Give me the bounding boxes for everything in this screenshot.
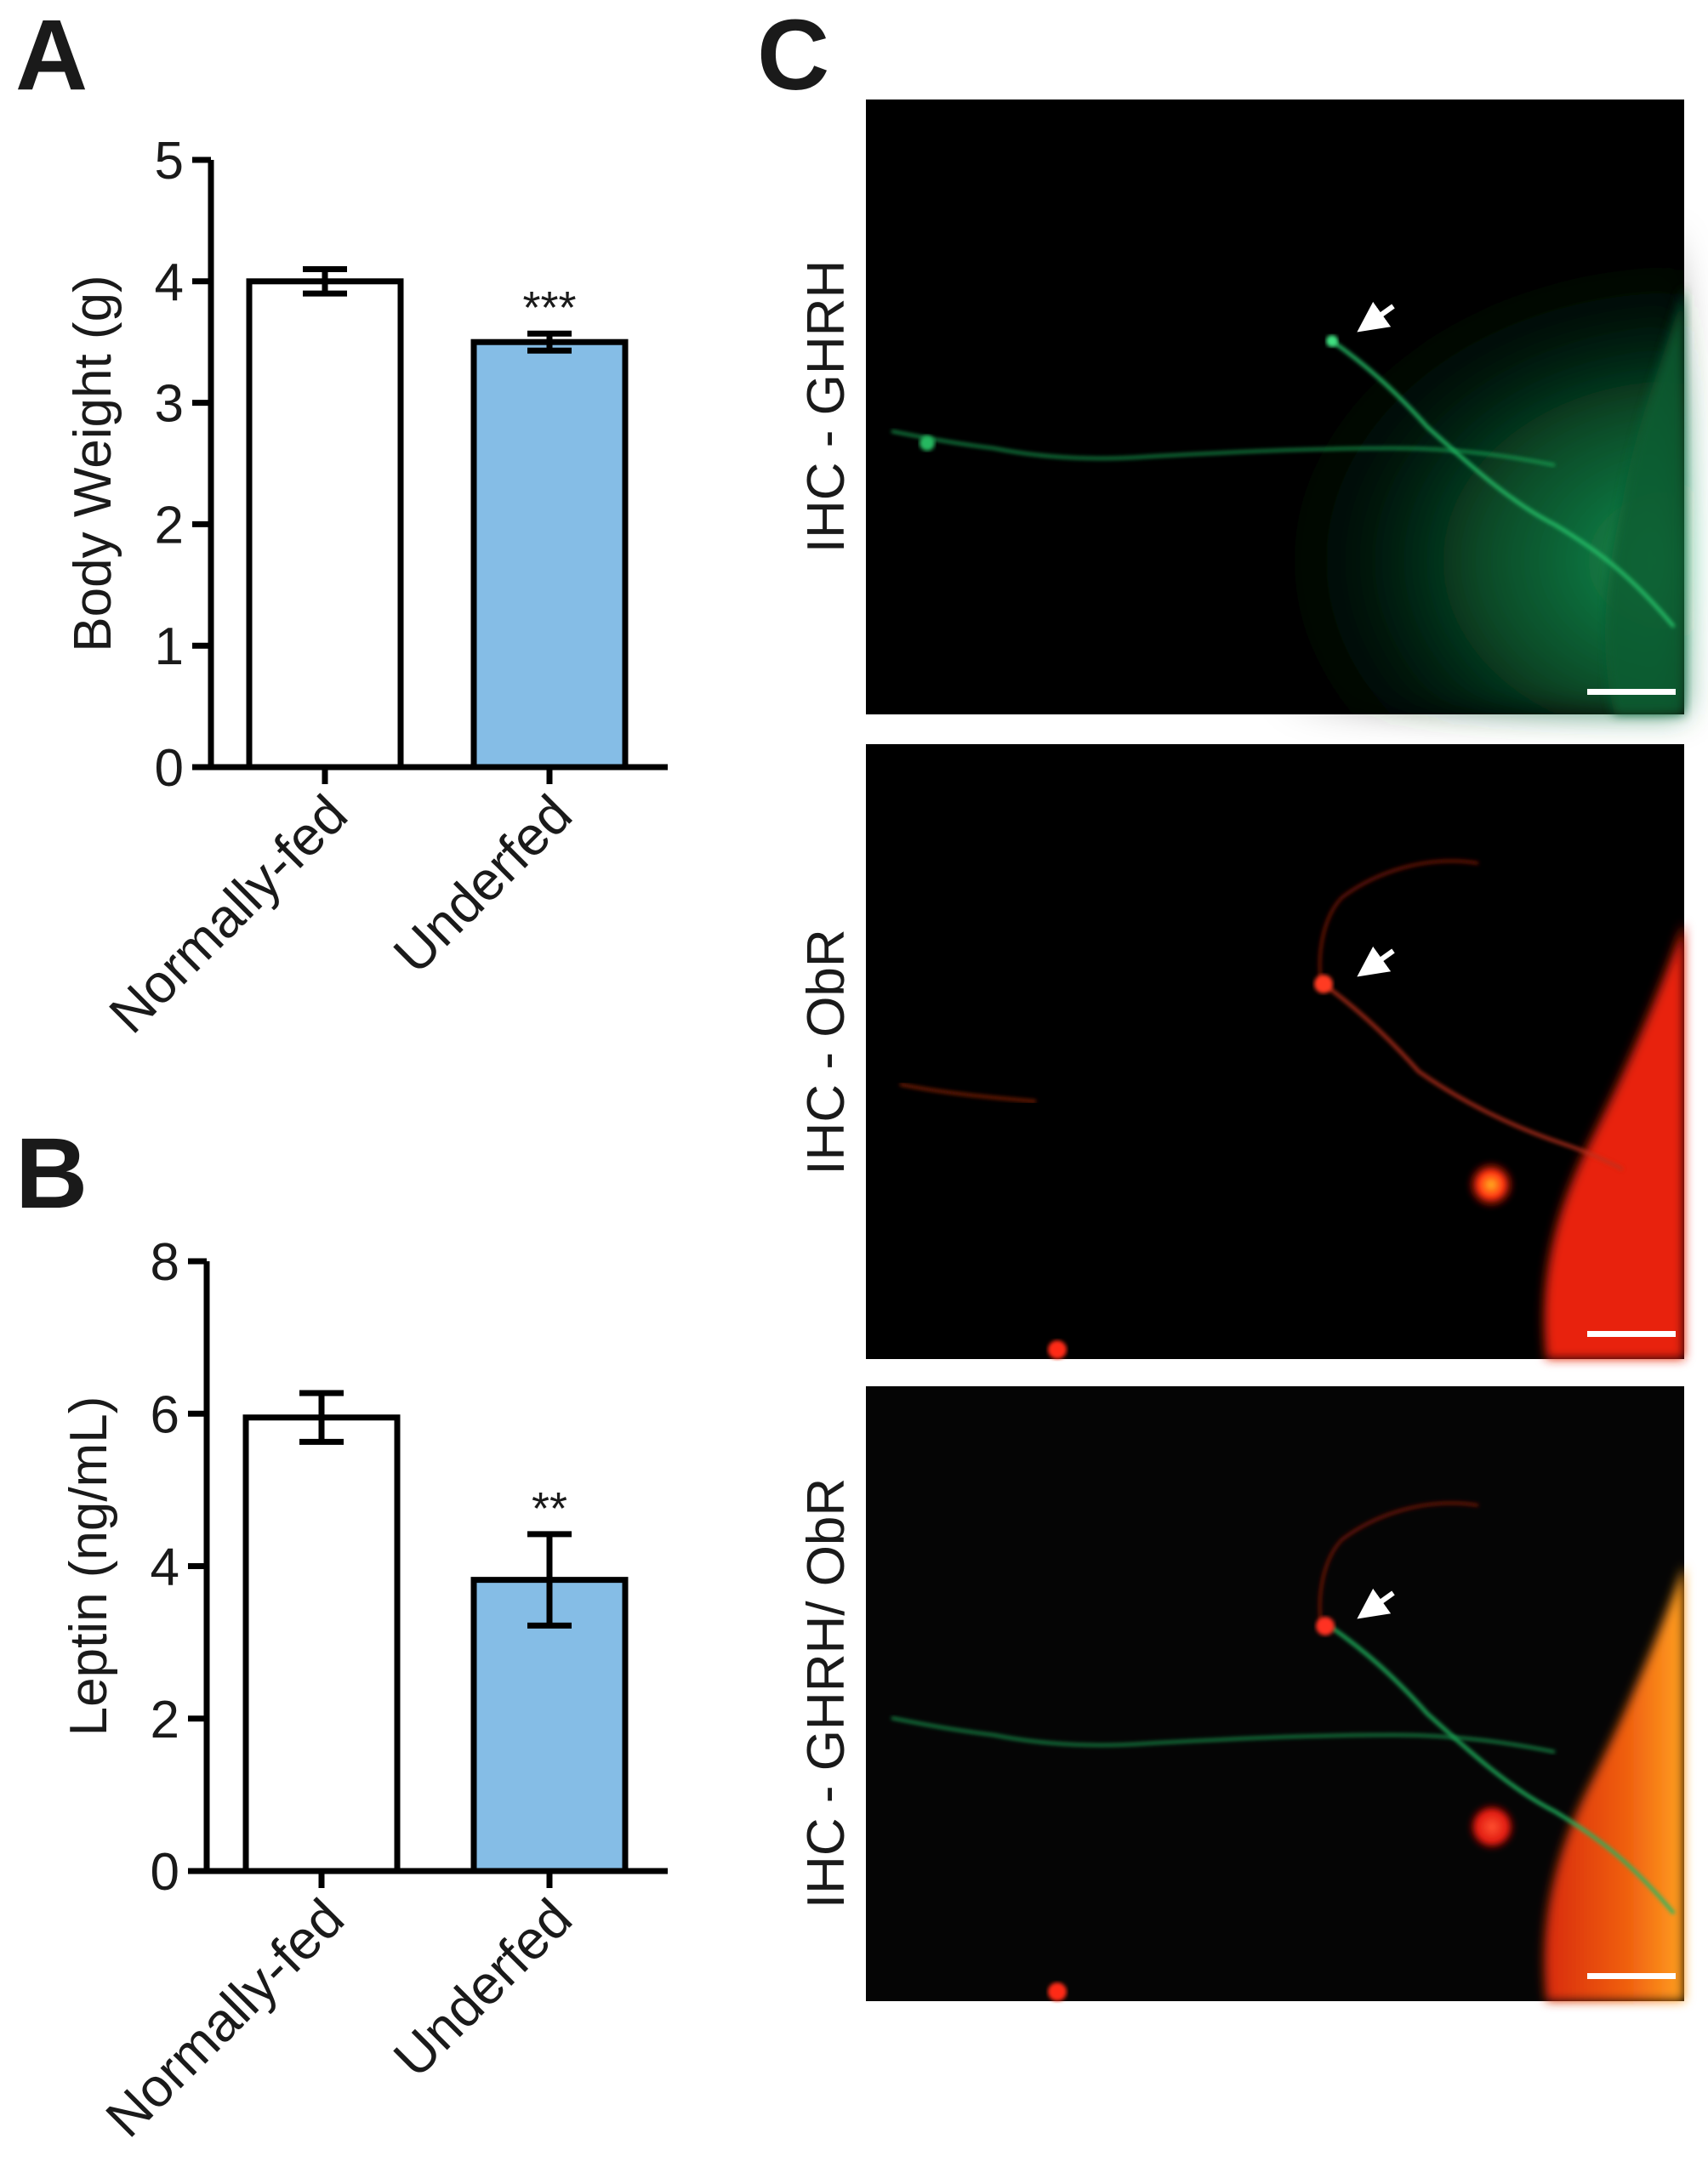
scale-bar [1587,1331,1676,1337]
category-label: Underfed [382,783,584,985]
panel-letter-a: A [15,0,88,111]
arrow-icon [1357,946,1395,977]
obr-cell-body [1466,1159,1517,1210]
ghrh-blob [919,435,935,451]
obr-fiber-left [899,1083,1037,1103]
category-label: Normally-fed [97,783,358,1044]
micrograph-merge-tissue-edge [1544,1565,1684,2001]
category-label: Normally-fed [94,1887,355,2148]
y-tick-label: 2 [151,1691,179,1749]
obr-soma [1314,975,1333,993]
arrow-icon [1357,1588,1395,1619]
merge-fiber-green [1330,1626,1676,1915]
significance-marker: ** [532,1483,567,1534]
merge-soma [1316,1617,1335,1635]
obr-fiber-main [1319,981,1624,1171]
micrograph-label-ghrh: IHC - GHRH [797,260,856,553]
micrograph-obr-tissue-edge [1544,923,1684,1359]
merge-cell-body [1466,1801,1517,1852]
merge-fiber-left [891,1716,1556,1754]
category-label: Underfed [382,1887,584,2089]
y-tick-label: 5 [155,132,184,191]
y-tick-label: 8 [151,1233,179,1292]
bar-underfed [470,338,629,771]
y-axis-title: Leptin (ng/mL) [60,1396,118,1737]
ghrh-fiber-left [891,429,1556,467]
micrograph-merge-background [866,1386,1684,2001]
obr-fiber-top [1318,859,1479,983]
scale-bar [1587,1973,1676,1979]
y-tick-label: 2 [155,496,184,555]
micrograph-label-obr: IHC - ObR [797,929,856,1175]
scale-bar [1587,689,1676,695]
bar-normally-fed [242,1414,401,1874]
y-axis-title: Body Weight (g) [64,275,122,651]
y-tick-label: 4 [151,1539,179,1597]
micrograph-ghrh-tissue-glow [866,100,1684,714]
merge-fiber-red [1318,1501,1479,1625]
y-tick-label: 0 [155,739,184,798]
micrograph-ghrh [866,100,1684,714]
panel-letter-b: B [15,1118,88,1230]
y-tick-label: 0 [151,1843,179,1902]
panel-letter-c: C [757,0,829,111]
merge-spot [1048,1982,1067,2001]
chart-body-weight: 0 1 2 3 4 5 Body Weight (g) Normally-fed *** Unde… [64,132,668,1044]
micrograph-obr [866,744,1684,1359]
y-tick-label: 4 [155,253,184,312]
chart-leptin: 0 2 4 6 8 Leptin (ng/mL) Normally-fed ** Underfe… [60,1233,668,2148]
bar-normally-fed [246,278,404,771]
y-tick-label: 3 [155,375,184,434]
y-tick-label: 1 [155,617,184,676]
ghrh-soma [1326,335,1338,347]
significance-marker: *** [522,282,576,333]
micrograph-obr-background [866,744,1684,1359]
micrograph-label-merge: IHC - GHRH/ ObR [797,1478,856,1908]
y-tick-label: 6 [151,1385,179,1444]
obr-spot [1048,1340,1067,1359]
arrow-icon [1357,301,1395,333]
micrograph-merge [866,1386,1684,2001]
ghrh-fiber-main [1330,339,1676,628]
micrograph-ghrh-tissue-edge [1605,287,1684,714]
